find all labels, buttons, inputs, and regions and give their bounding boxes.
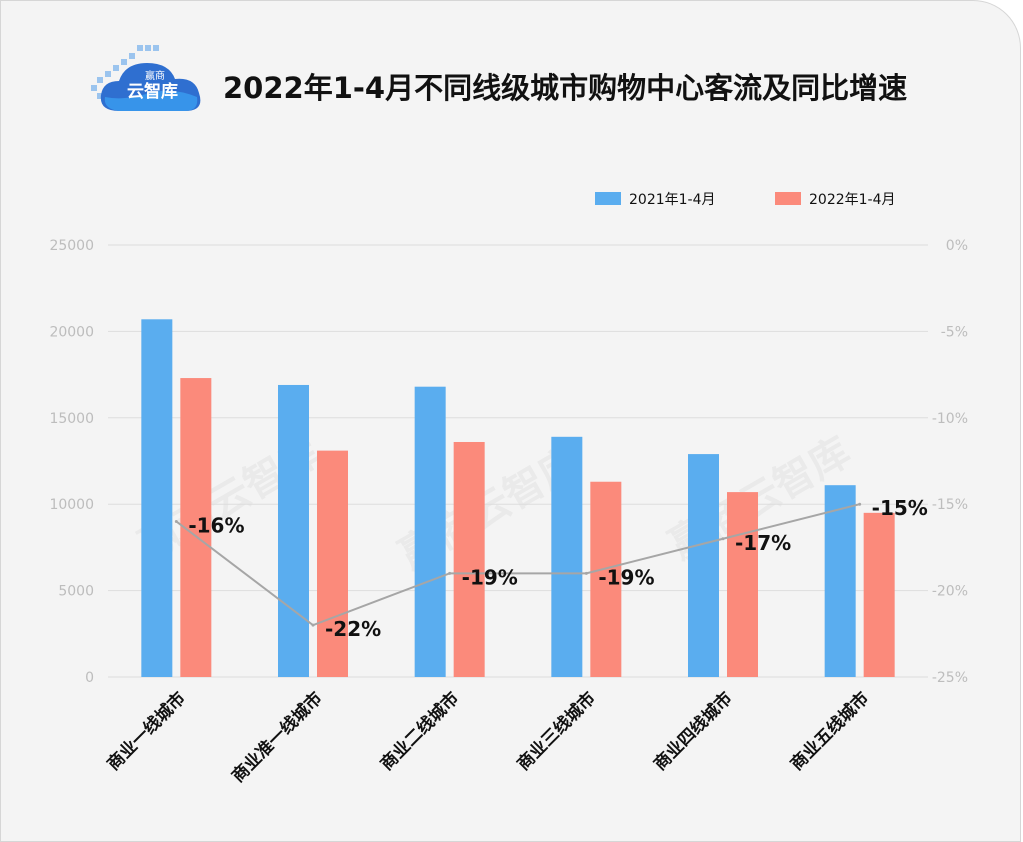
y-left-tick-label: 0 xyxy=(85,670,94,686)
yoy-growth-point xyxy=(721,537,725,541)
y-right-tick-label: -20% xyxy=(932,584,968,600)
x-category-label: 商业三线城市 xyxy=(513,688,600,775)
yoy-growth-line xyxy=(175,503,860,627)
y-left-tick-label: 5000 xyxy=(58,584,94,600)
bar-2022 xyxy=(590,481,622,677)
x-category-label: 商业四线城市 xyxy=(650,688,737,775)
bar-2021 xyxy=(278,384,309,677)
yoy-growth-label: -15% xyxy=(872,496,928,520)
y-right-tick-label: -15% xyxy=(932,497,968,513)
yoy-growth-label: -16% xyxy=(188,513,244,537)
y-left-tick-label: 15000 xyxy=(49,411,94,427)
logo-cloud-icon xyxy=(91,45,201,111)
x-category-label: 商业二线城市 xyxy=(376,688,463,775)
yoy-growth-point xyxy=(858,502,862,506)
yoy-growth-point xyxy=(584,571,588,575)
legend-label-2022: 2022年1-4月 xyxy=(809,192,896,208)
legend-swatch-2021 xyxy=(595,192,621,205)
legend-item-2022: 2022年1-4月 xyxy=(775,189,896,209)
y-left-tick-label: 20000 xyxy=(49,324,94,340)
yoy-growth-label: -19% xyxy=(598,565,654,589)
bar-2022 xyxy=(863,512,895,677)
y-right-tick-label: -25% xyxy=(932,670,968,686)
logo-small-text: 赢商 xyxy=(145,71,165,82)
legend-label-2021: 2021年1-4月 xyxy=(629,192,716,208)
bar-2021 xyxy=(414,386,446,677)
yoy-growth-point xyxy=(448,571,452,575)
bar-2021 xyxy=(141,319,173,677)
y-right-tick-label: 0% xyxy=(946,238,968,254)
x-category-label: 商业一线城市 xyxy=(103,688,190,775)
bar-2022 xyxy=(317,450,348,677)
legend-item-2021: 2021年1-4月 xyxy=(595,189,716,209)
legend-swatch-2022 xyxy=(775,192,801,205)
y-left-tick-label: 10000 xyxy=(49,497,94,513)
yoy-growth-label: -22% xyxy=(325,617,381,641)
chart-title: 2022年1-4月不同线级城市购物中心客流及同比增速 xyxy=(223,71,908,105)
x-category-label: 商业五线城市 xyxy=(786,688,873,775)
bar-2022 xyxy=(453,441,485,677)
yoy-growth-point xyxy=(311,623,315,627)
yoy-growth-label: -19% xyxy=(462,565,518,589)
x-category-label: 商业准一线城市 xyxy=(228,688,327,787)
y-right-tick-label: -5% xyxy=(941,324,968,340)
yoy-growth-point xyxy=(174,519,178,523)
y-right-tick-label: -10% xyxy=(932,411,968,427)
yoy-growth-label: -17% xyxy=(735,531,791,555)
bar-2021 xyxy=(551,436,583,677)
bar-2021 xyxy=(688,454,719,677)
bar-2021 xyxy=(824,485,856,677)
y-left-tick-label: 25000 xyxy=(49,238,94,254)
logo-brand-text: 云智库 xyxy=(127,82,178,102)
bar-2022 xyxy=(727,492,758,677)
